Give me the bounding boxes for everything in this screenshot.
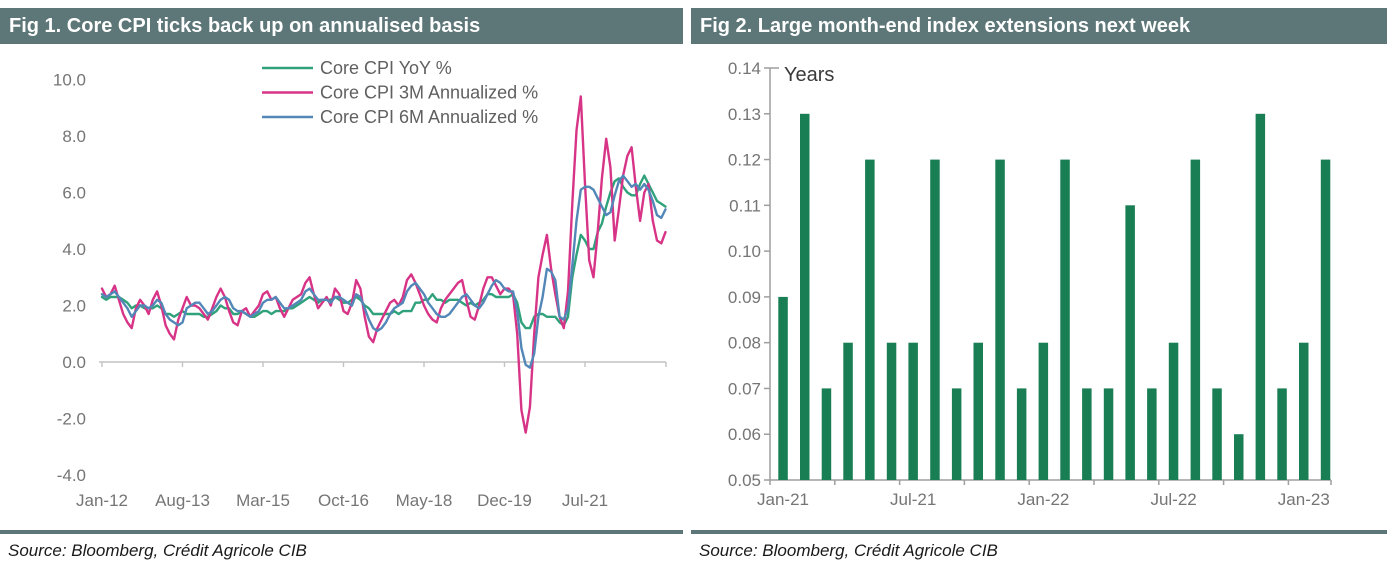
fig2-source: Source: Bloomberg, Crédit Agricole CIB	[699, 541, 998, 560]
fig2-bar-May-22	[1125, 205, 1135, 481]
fig2-x-tick-label: Jan-22	[1017, 490, 1069, 509]
fig2-bar-Dec-22	[1277, 388, 1287, 480]
fig2-bar-Jun-21	[886, 342, 897, 480]
fig2-bar-Aug-22	[1190, 159, 1201, 480]
fig2-bar-Aug-21	[930, 159, 940, 480]
fig2-bar-Apr-22	[1103, 388, 1114, 480]
fig2-bar-Dec-21	[1016, 388, 1027, 480]
fig1-x-tick-label: May-18	[396, 491, 453, 510]
fig2-title: Fig 2. Large month-end index extensions …	[691, 8, 1387, 44]
fig2-bar-Apr-21	[843, 342, 853, 480]
fig1-title: Fig 1. Core CPI ticks back up on annuali…	[0, 8, 683, 44]
fig2-x-tick-label: Jan-23	[1278, 490, 1330, 509]
fig2-bar-Jul-21	[908, 342, 918, 480]
fig1-y-tick-label: -2.0	[57, 410, 86, 429]
fig2-bar-Nov-22	[1255, 113, 1266, 481]
fig1-y-tick-label: 6.0	[62, 184, 86, 203]
fig1-x-tick-label: Oct-16	[318, 491, 369, 510]
fig1-y-tick-label: -4.0	[57, 466, 86, 485]
fig1-x-tick-label: Jul-21	[562, 491, 608, 510]
fig2-bar-Feb-22	[1060, 159, 1070, 480]
fig2-divider	[691, 530, 1387, 534]
fig2-bar-Jan-23	[1299, 342, 1309, 480]
fig1-line-series-0	[100, 174, 667, 330]
fig1-x-tick-label: Dec-19	[477, 491, 532, 510]
fig2-y-tick-label: 0.09	[728, 288, 761, 307]
fig1-legend-label: Core CPI 3M Annualized %	[320, 83, 538, 103]
fig2-y-tick-label: 0.07	[728, 379, 761, 398]
fig1-y-tick-label: 8.0	[62, 127, 86, 146]
fig1-x-tick-label: Jan-12	[76, 491, 128, 510]
fig1-x-tick-label: Aug-13	[155, 491, 210, 510]
fig2-bar-Sep-21	[951, 388, 962, 480]
fig2-bar-Mar-21	[821, 388, 832, 480]
fig2-bar-Oct-21	[973, 342, 983, 480]
fig1-y-tick-label: 4.0	[62, 240, 86, 259]
fig2-bar-chart: 0.14 0.13 0.12 0.11 0.10 0.09 0.08 0.07 0.06 0.05…	[691, 44, 1387, 530]
fig2-panel: Fig 2. Large month-end index extensions …	[691, 8, 1387, 561]
fig1-y-tick-label: 10.0	[53, 71, 86, 90]
fig2-bar-Nov-21	[995, 159, 1005, 480]
fig1-x-tick-label: Mar-15	[236, 491, 290, 510]
fig2-bar-May-21	[865, 159, 875, 480]
fig2-y-tick-label: 0.10	[728, 242, 761, 261]
fig1-line-series-2	[100, 174, 667, 369]
fig2-y-tick-label: 0.12	[728, 151, 761, 170]
fig2-y-tick-label: 0.14	[728, 59, 761, 78]
report-figures: Fig 1. Core CPI ticks back up on annuali…	[0, 8, 1387, 561]
fig2-bar-Jan-22	[1038, 342, 1049, 480]
fig2-y-tick-label: 0.08	[728, 334, 761, 353]
fig2-y-tick-label: 0.13	[728, 105, 761, 124]
fig1-legend-label: Core CPI 6M Annualized %	[320, 107, 538, 127]
fig2-y-tick-label: 0.11	[729, 196, 761, 215]
fig2-x-tick-label: Jul-21	[890, 490, 936, 509]
fig1-panel: Fig 1. Core CPI ticks back up on annuali…	[0, 8, 683, 561]
fig2-bar-Jun-22	[1147, 388, 1157, 480]
fig2-bar-Feb-23	[1320, 159, 1331, 480]
fig1-source: Source: Bloomberg, Crédit Agricole CIB	[8, 541, 307, 560]
fig1-divider	[0, 530, 683, 534]
fig2-bar-Jul-22	[1168, 342, 1179, 480]
fig1-legend-label: Core CPI YoY %	[320, 58, 452, 78]
fig2-bar-Jan-21	[778, 296, 788, 480]
fig2-bar-Oct-22	[1234, 434, 1244, 480]
fig1-y-tick-label: 2.0	[62, 297, 86, 316]
fig2-unit-label: Years	[784, 64, 834, 86]
fig2-bar-Sep-22	[1212, 388, 1222, 480]
fig2-bar-Feb-21	[800, 113, 810, 481]
fig1-line-series-1	[100, 95, 667, 434]
fig2-bar-Mar-22	[1082, 388, 1092, 480]
fig1-y-tick-label: 0.0	[62, 353, 86, 372]
fig2-y-tick-label: 0.05	[728, 471, 761, 490]
fig2-x-tick-label: Jan-21	[757, 490, 809, 509]
fig2-x-tick-label: Jul-22	[1150, 490, 1196, 509]
fig2-y-tick-label: 0.06	[728, 425, 761, 444]
fig1-line-chart: 10.0 8.0 6.0 4.0 2.0 0.0 -2.0 -4.0 Jan-12 Aug-13 M…	[0, 44, 683, 530]
